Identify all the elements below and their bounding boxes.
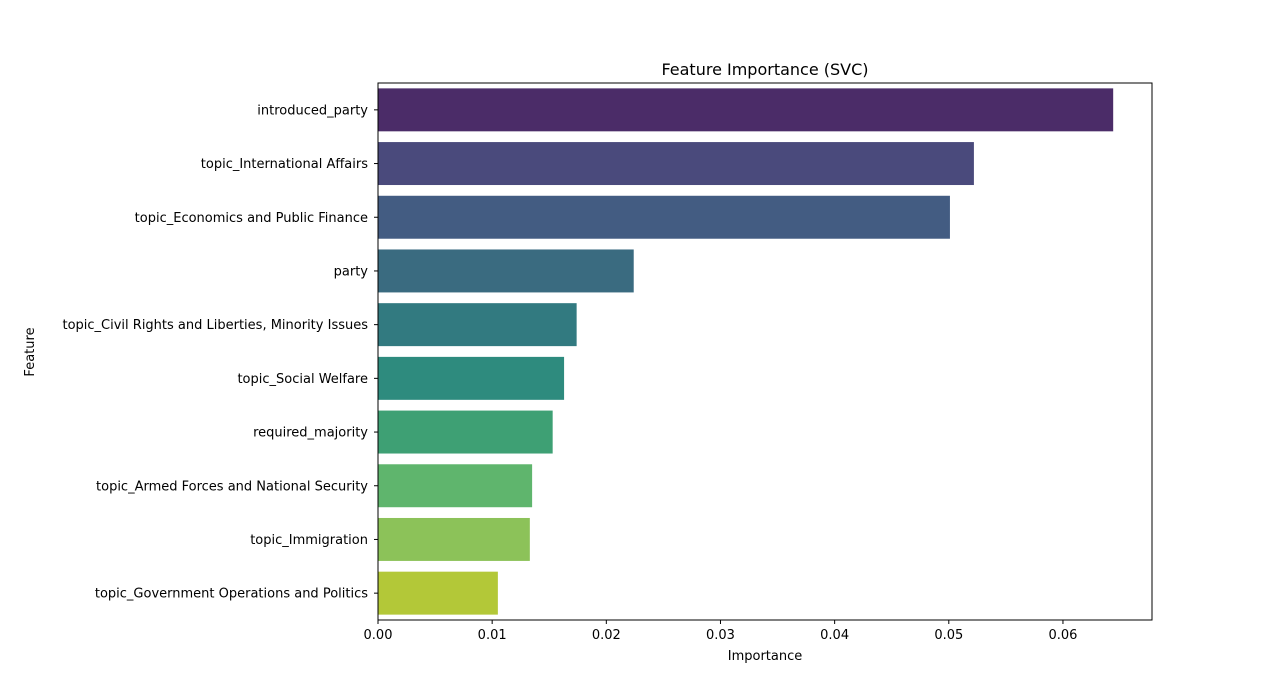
chart-title: Feature Importance (SVC) — [661, 60, 868, 79]
y-tick-label-6: required_majority — [253, 426, 368, 441]
y-tick-label-2: topic_Economics and Public Finance — [135, 211, 368, 226]
y-tick-label-7: topic_Armed Forces and National Security — [96, 479, 368, 494]
x-tick-label-4: 0.04 — [820, 628, 849, 643]
bars-layer — [378, 88, 1114, 615]
x-ticks: 0.00 0.01 0.02 0.03 0.04 0.05 0.06 — [364, 620, 1077, 643]
x-tick-label-5: 0.05 — [934, 628, 963, 643]
x-tick-label-0: 0.00 — [364, 628, 393, 643]
bar-5 — [378, 356, 565, 400]
x-tick-label-1: 0.01 — [478, 628, 507, 643]
y-tick-labels: introduced_party topic_International Affa… — [62, 103, 378, 602]
bar-9 — [378, 571, 498, 615]
bar-3 — [378, 249, 634, 293]
y-tick-label-5: topic_Social Welfare — [237, 372, 368, 387]
y-tick-label-3: party — [334, 264, 369, 279]
y-tick-label-4: topic_Civil Rights and Liberties, Minori… — [62, 318, 368, 333]
y-tick-label-0: introduced_party — [257, 103, 368, 118]
y-tick-label-9: topic_Government Operations and Politics — [95, 587, 368, 602]
bar-6 — [378, 410, 553, 454]
y-tick-label-1: topic_International Affairs — [201, 157, 368, 172]
x-tick-label-3: 0.03 — [706, 628, 735, 643]
x-axis-label: Importance — [728, 649, 803, 664]
bar-4 — [378, 303, 577, 347]
x-tick-label-2: 0.02 — [592, 628, 621, 643]
bar-8 — [378, 517, 530, 561]
bar-2 — [378, 195, 950, 239]
bar-7 — [378, 464, 533, 508]
plot-frame — [377, 82, 1153, 621]
y-axis-label: Feature — [23, 327, 38, 376]
y-tick-label-8: topic_Immigration — [250, 533, 368, 548]
bar-1 — [378, 142, 974, 186]
bar-0 — [378, 88, 1114, 132]
x-tick-label-6: 0.06 — [1048, 628, 1077, 643]
